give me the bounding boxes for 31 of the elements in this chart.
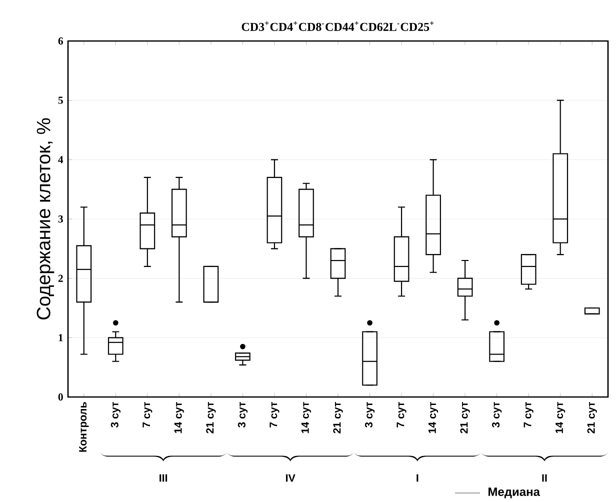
x-tick-label: 3 сут [364, 402, 375, 428]
y-tick-label: 3 [58, 215, 63, 223]
x-tick-label: 21 сут [587, 402, 597, 434]
text: Медиана [488, 488, 540, 498]
x-tick-label: 7 сут [396, 402, 406, 428]
y-tick-label: 5 [58, 96, 63, 104]
text: III [160, 474, 168, 482]
x-tick-label: 21 сут [206, 402, 216, 434]
x-tick-label: 21 сут [460, 402, 470, 434]
x-tick-label: Контроль [79, 402, 89, 452]
y-tick-label: 6 [58, 37, 63, 45]
x-tick-label: 14 сут [174, 402, 184, 434]
x-tick-label: 7 сут [524, 402, 534, 428]
y-tick-label: 2 [58, 274, 63, 282]
x-tick-label: 14 сут [556, 402, 566, 434]
x-tick-label: 14 сут [428, 402, 438, 434]
x-tick-label: 3 сут [110, 402, 120, 428]
y-tick-label: 4 [58, 156, 64, 164]
text: II [542, 474, 547, 482]
x-tick-label: 7 сут [142, 402, 152, 428]
text: IV [286, 474, 296, 482]
y-axis-title: Содержание клеток, % [36, 118, 54, 320]
text: I [416, 474, 418, 482]
x-tick-label: 14 сут [301, 402, 312, 434]
x-tick-label: 21 сут [333, 402, 343, 434]
y-tick-label: 1 [58, 334, 63, 342]
x-tick-label: 3 сут [238, 402, 248, 428]
x-tick-label: 7 сут [270, 402, 280, 428]
chart-title: CD3$^{+}$CD4$^{+}$CD8$^{-}$CD44$^{+}$CD62L$^{-}$CD25$^{+}$ [242, 21, 434, 31]
y-tick-label: 0 [58, 393, 63, 401]
x-tick-label: 3 сут [492, 402, 502, 428]
